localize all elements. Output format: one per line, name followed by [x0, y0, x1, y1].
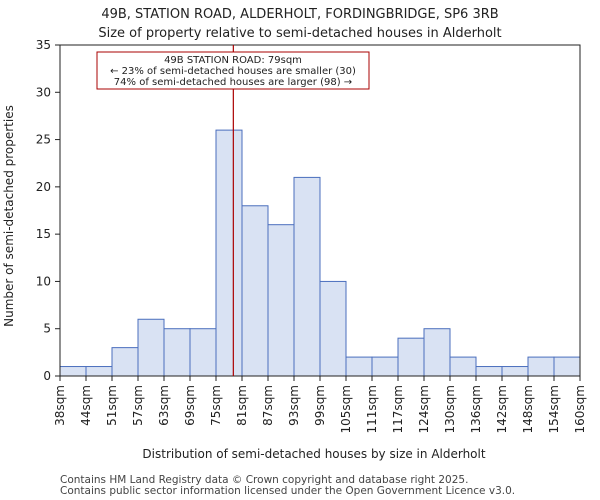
- y-tick-label-10: 10: [36, 274, 51, 288]
- bar-87sqm: [267, 224, 295, 377]
- bars-group: [59, 129, 581, 377]
- chart-subtitle: Size of property relative to semi-detach…: [98, 26, 501, 41]
- x-tick-label-99sqm: 99sqm: [313, 385, 327, 426]
- x-tick-label-57sqm: 57sqm: [131, 385, 145, 426]
- bar-124sqm: [423, 328, 451, 377]
- x-tick-label-81sqm: 81sqm: [235, 385, 249, 426]
- bar-93sqm: [293, 176, 321, 377]
- y-tick-label-35: 35: [36, 38, 51, 52]
- y-tick-label-20: 20: [36, 180, 51, 194]
- bar-51sqm: [111, 347, 139, 377]
- bar-81sqm: [241, 205, 269, 377]
- y-axis-label: Number of semi-detached properties: [2, 105, 16, 327]
- footer-copyright: Contains HM Land Registry data © Crown c…: [60, 474, 468, 486]
- bar-142sqm: [501, 366, 529, 377]
- bar-105sqm: [345, 356, 373, 377]
- bar-38sqm: [59, 366, 87, 377]
- annotation-line-3: 74% of semi-detached houses are larger (…: [114, 77, 352, 88]
- bar-154sqm: [553, 356, 581, 377]
- bar-69sqm: [189, 328, 217, 377]
- x-tick-label-130sqm: 130sqm: [443, 385, 457, 433]
- x-tick-label-63sqm: 63sqm: [157, 385, 171, 426]
- y-tick-label-5: 5: [43, 322, 51, 336]
- bar-117sqm: [397, 337, 425, 377]
- chart-title-address: 49B, STATION ROAD, ALDERHOLT, FORDINGBRI…: [101, 7, 498, 22]
- bar-148sqm: [527, 356, 555, 377]
- annotation-frame: [96, 51, 370, 90]
- x-tick-label-105sqm: 105sqm: [339, 385, 353, 433]
- bar-63sqm: [163, 328, 191, 377]
- annotation-box: 49B STATION ROAD: 79sqm ← 23% of semi-de…: [96, 51, 370, 90]
- x-tick-label-44sqm: 44sqm: [79, 385, 93, 426]
- bar-75sqm: [215, 129, 243, 377]
- x-tick-label-38sqm: 38sqm: [53, 385, 67, 426]
- x-tick-label-142sqm: 142sqm: [495, 385, 509, 433]
- x-tick-label-160sqm: 160sqm: [573, 385, 587, 433]
- y-ticks: 0 5 10 15 20 25 30 35: [36, 38, 60, 383]
- x-tick-label-75sqm: 75sqm: [209, 385, 223, 426]
- x-ticks: 38sqm 44sqm 51sqm 57sqm 63sqm 69sqm 75sqm 81sqm…: [53, 376, 587, 433]
- footer-licence: Contains public sector information licen…: [60, 485, 515, 497]
- x-tick-label-136sqm: 136sqm: [469, 385, 483, 433]
- x-tick-label-69sqm: 69sqm: [183, 385, 197, 426]
- annotation-line-1: 49B STATION ROAD: 79sqm: [164, 55, 302, 66]
- x-tick-label-148sqm: 148sqm: [521, 385, 535, 433]
- x-tick-label-124sqm: 124sqm: [417, 385, 431, 433]
- y-tick-label-25: 25: [36, 133, 51, 147]
- x-tick-label-154sqm: 154sqm: [547, 385, 561, 433]
- x-tick-label-51sqm: 51sqm: [105, 385, 119, 426]
- bar-136sqm: [475, 366, 503, 377]
- bar-99sqm: [319, 280, 347, 377]
- y-tick-label-15: 15: [36, 227, 51, 241]
- plot-frame: [59, 44, 581, 377]
- x-tick-label-111sqm: 111sqm: [365, 385, 379, 433]
- x-tick-label-117sqm: 117sqm: [391, 385, 405, 433]
- x-tick-label-87sqm: 87sqm: [261, 385, 275, 426]
- bar-111sqm: [371, 356, 399, 377]
- y-tick-label-30: 30: [36, 85, 51, 99]
- x-axis-label: Distribution of semi-detached houses by …: [142, 447, 485, 461]
- bar-130sqm: [449, 356, 477, 377]
- y-tick-label-0: 0: [43, 369, 51, 383]
- bar-57sqm: [137, 318, 165, 377]
- bar-44sqm: [85, 366, 113, 377]
- x-tick-label-93sqm: 93sqm: [287, 385, 301, 426]
- annotation-line-2: ← 23% of semi-detached houses are smalle…: [110, 66, 356, 77]
